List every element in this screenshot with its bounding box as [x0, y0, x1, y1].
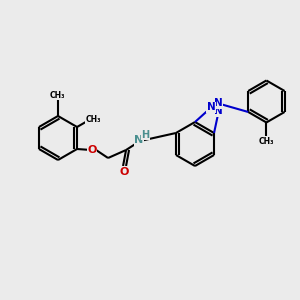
- Text: H: H: [141, 130, 149, 140]
- Text: N: N: [214, 98, 223, 109]
- Text: CH₃: CH₃: [86, 116, 101, 124]
- Text: CH₃: CH₃: [259, 137, 274, 146]
- Text: N: N: [207, 102, 216, 112]
- Text: CH₃: CH₃: [49, 91, 65, 100]
- Text: N: N: [134, 135, 144, 145]
- Text: O: O: [119, 167, 129, 177]
- Text: O: O: [87, 145, 97, 155]
- Text: N: N: [214, 106, 223, 116]
